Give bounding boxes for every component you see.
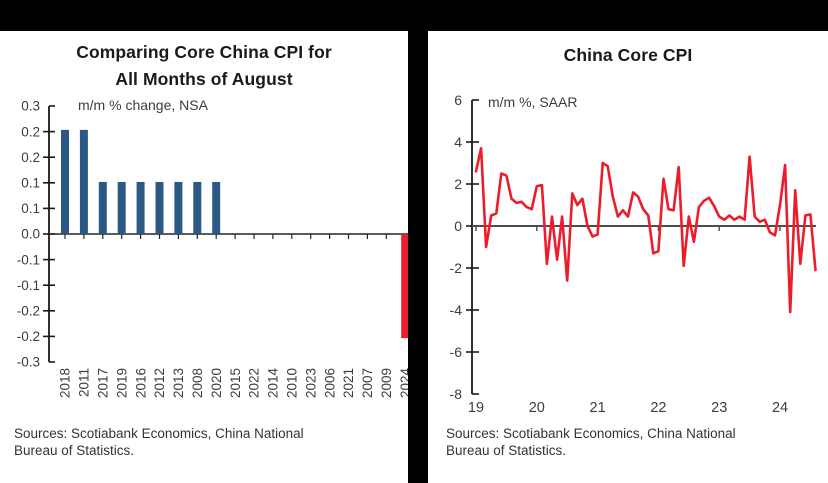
cpi-line (474, 147, 817, 314)
x-category-label: 2008 (190, 368, 205, 398)
bar-2016 (136, 181, 145, 234)
y-tick-label: -6 (450, 344, 463, 360)
x-tick-label: 23 (711, 400, 727, 416)
bar-2012 (155, 181, 164, 234)
x-category-label: 2012 (152, 368, 167, 398)
y-tick-label: 0.1 (21, 176, 40, 191)
bar-2011 (79, 129, 88, 234)
x-category-label: 2009 (379, 368, 394, 398)
y-tick-label: 0.0 (21, 227, 40, 242)
x-category-label: 2019 (114, 368, 129, 398)
y-tick-label: 0.2 (21, 124, 40, 139)
sources-left-line1: Sources: Scotiabank Economics, China Nat… (14, 426, 304, 441)
panel-divider (408, 31, 428, 483)
bar-2019 (117, 181, 126, 234)
x-tick-label: 19 (468, 400, 484, 416)
left-chart-panel: Comparing Core China CPI for All Months … (0, 31, 408, 483)
x-tick-label: 20 (529, 400, 545, 416)
sources-left-line2: Bureau of Statistics. (14, 443, 135, 458)
x-category-label: 2017 (96, 368, 111, 398)
y-tick-label: -0.1 (17, 252, 40, 267)
y-tick-label: 2 (454, 176, 462, 192)
x-category-label: 2016 (133, 368, 148, 398)
x-category-label: 2021 (341, 368, 356, 398)
y-tick-label: 6 (454, 92, 462, 108)
right-chart-annotation: m/m %, SAAR (488, 94, 578, 110)
x-category-label: 2024 (398, 368, 408, 399)
x-category-label: 2020 (209, 368, 224, 398)
bar-2024 (401, 234, 408, 339)
y-tick-label: -0.1 (17, 278, 40, 293)
right-chart-panel: China Core CPI m/m %, SAAR 6 4 2 0 -2 -4 -6 -8 1… (428, 31, 828, 483)
sources-right-line2: Bureau of Statistics. (446, 443, 567, 458)
bar-2013 (174, 181, 183, 234)
sources-right: Sources: Scotiabank Economics, China Nat… (446, 425, 816, 459)
x-category-label: 2007 (360, 368, 375, 398)
left-chart-annotation: m/m % change, NSA (78, 97, 208, 113)
x-category-label: 2023 (303, 368, 318, 398)
x-category-label: 2011 (77, 368, 92, 397)
x-tick-label: 21 (590, 400, 606, 416)
y-tick-label: -0.3 (17, 355, 40, 370)
y-tick-label: -0.2 (17, 329, 40, 344)
y-tick-label: 4 (454, 134, 462, 150)
x-category-label: 2015 (228, 368, 243, 398)
y-tick-label: 0.2 (21, 150, 40, 165)
x-category-label: 2022 (247, 368, 262, 398)
x-tick-label: 24 (772, 400, 788, 416)
x-category-label: 2013 (171, 368, 186, 398)
bar-2018 (61, 129, 69, 234)
x-category-label: 2018 (58, 368, 73, 398)
left-chart-svg: 0.3 0.2 0.2 0.1 0.1 0.0 -0.1 -0.1 -0.2 -0.2 -0.3 20… (17, 99, 408, 399)
y-tick-label: -4 (450, 302, 463, 318)
y-tick-label: -0.2 (17, 304, 40, 319)
left-chart-title-line1: Comparing Core China CPI for (76, 42, 332, 62)
y-tick-label: 0.3 (21, 99, 40, 114)
bar-2020 (212, 181, 221, 234)
bar-2008 (193, 181, 202, 234)
sources-left: Sources: Scotiabank Economics, China Nat… (14, 425, 394, 459)
left-chart-title-line2: All Months of August (115, 69, 293, 89)
sources-right-line1: Sources: Scotiabank Economics, China Nat… (446, 426, 736, 441)
y-tick-label: 0.1 (21, 201, 40, 216)
x-category-label: 2014 (266, 368, 281, 399)
y-tick-label: -8 (450, 386, 463, 402)
right-chart-title: China Core CPI (563, 45, 693, 65)
y-tick-label: -2 (450, 260, 463, 276)
x-tick-label: 22 (650, 400, 666, 416)
x-category-label: 2006 (322, 368, 337, 398)
x-category-label: 2010 (285, 368, 300, 398)
top-black-bar (0, 0, 828, 31)
bar-2017 (98, 181, 107, 234)
y-tick-label: 0 (454, 218, 462, 234)
